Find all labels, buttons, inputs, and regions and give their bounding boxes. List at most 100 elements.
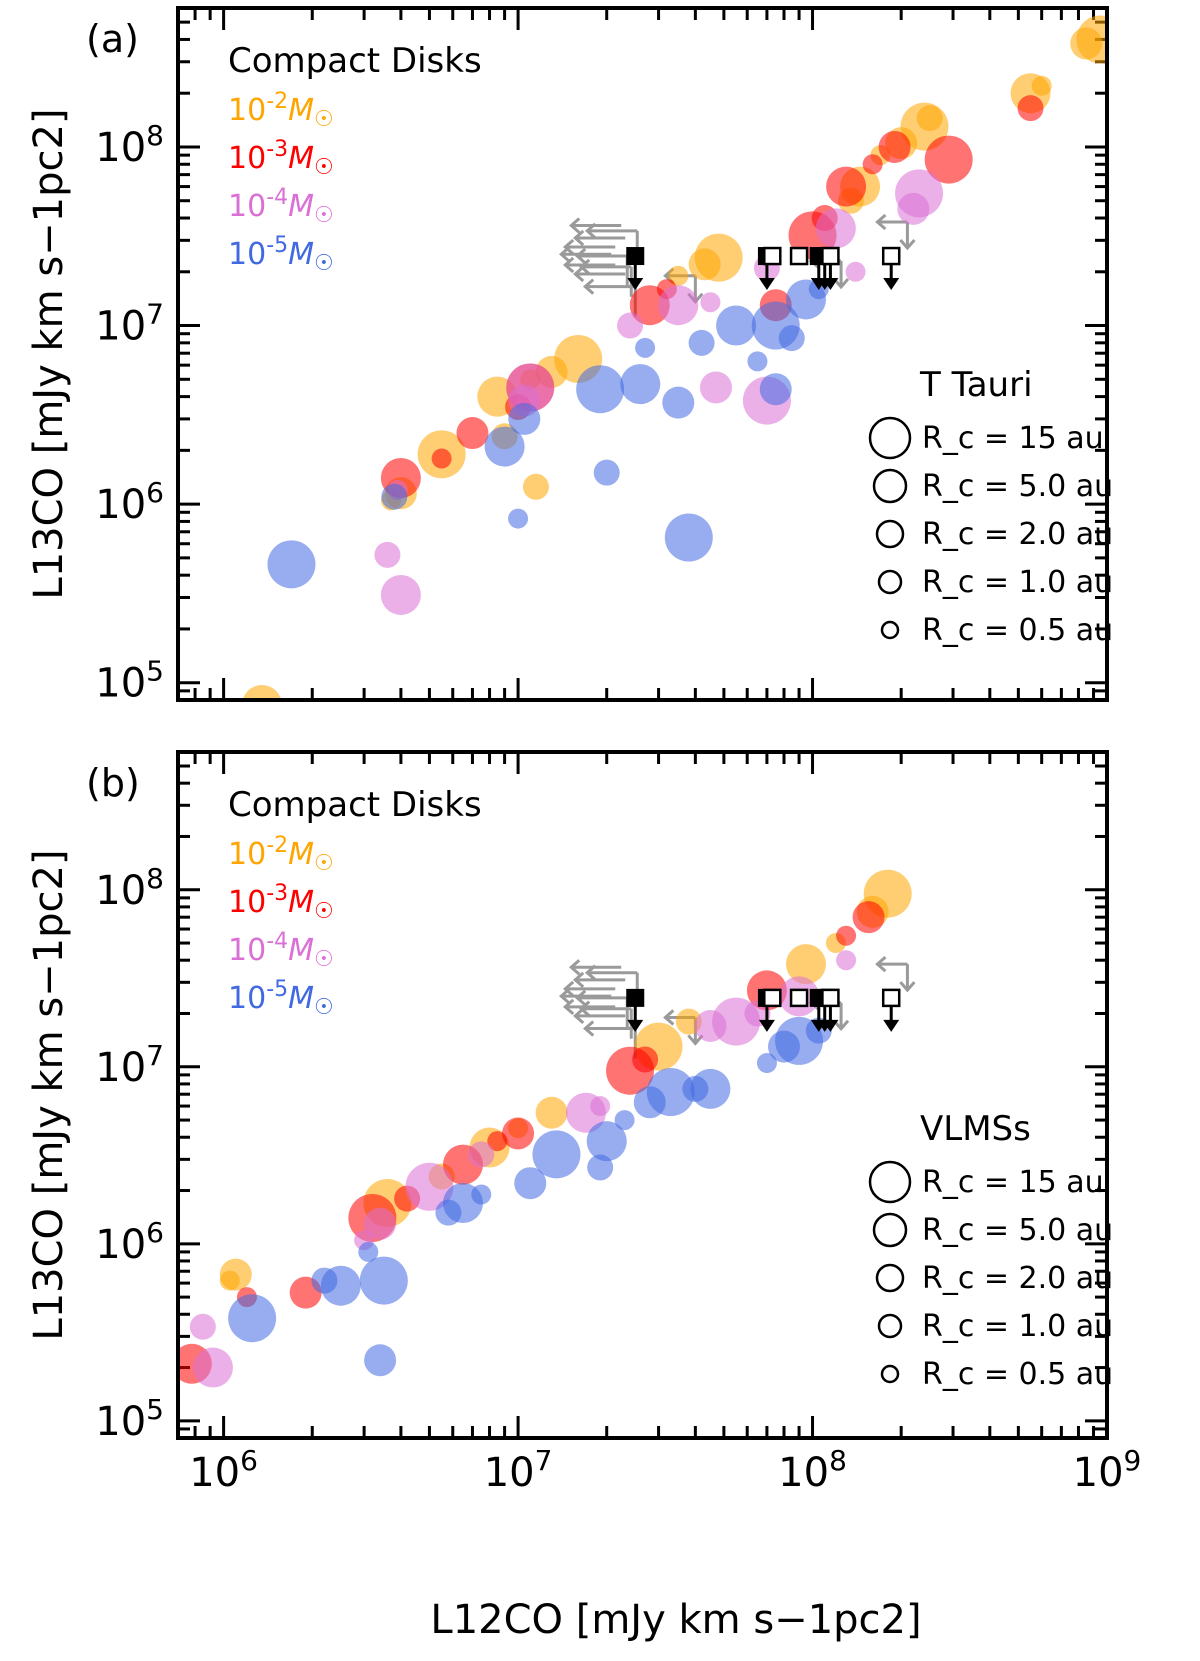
size-legend-label: R_c = 2.0 au	[922, 517, 1113, 552]
data-point	[364, 1344, 397, 1377]
star-type-label: VLMSs	[920, 1109, 1031, 1149]
data-point	[431, 448, 452, 469]
size-legend-marker	[880, 1364, 900, 1384]
data-point	[189, 1313, 216, 1340]
gray-arrow-head	[568, 959, 581, 976]
gray-arrow-head	[562, 256, 575, 274]
data-layer	[242, 15, 1107, 700]
data-point	[484, 426, 525, 467]
limit-square-open	[789, 988, 809, 1008]
y-tick-label: 108	[95, 862, 164, 914]
size-legend-label: R_c = 1.0 au	[922, 565, 1113, 600]
data-point	[320, 1265, 361, 1306]
limit-arrow-head	[627, 1019, 644, 1032]
upper-limits	[626, 988, 901, 1032]
gray-arrow-head	[572, 229, 585, 247]
gray-arrow-head	[582, 1020, 595, 1037]
gray-arrow-head	[832, 277, 850, 290]
gray-arrow-head	[572, 1007, 585, 1025]
data-point	[632, 1046, 659, 1073]
data-point	[826, 166, 867, 207]
data-point	[374, 541, 401, 568]
limit-square-filled	[626, 988, 645, 1007]
legend-title: Compact Disks	[228, 41, 482, 81]
gray-arrow-head	[582, 278, 595, 295]
data-point	[535, 1096, 568, 1129]
data-point	[778, 325, 805, 352]
limit-arrow-head	[883, 278, 900, 291]
limit-arrow-head	[627, 278, 644, 291]
gray-arrow-head	[663, 1009, 675, 1026]
gray-arrow-head	[574, 989, 587, 1007]
size-legend-label: R_c = 0.5 au	[922, 613, 1113, 648]
data-point	[635, 337, 656, 358]
data-point	[228, 1294, 277, 1343]
gray-limit-arrows	[558, 956, 916, 1059]
series-3	[267, 279, 829, 589]
data-point	[456, 417, 489, 450]
size-legend-marker	[872, 468, 908, 504]
y-axis-label: L13CO [mJy km s−1pc2]	[26, 849, 72, 1340]
data-point	[756, 1053, 777, 1074]
data-point	[700, 292, 721, 313]
gray-arrow-head	[562, 980, 575, 998]
y-tick-label: 105	[95, 655, 164, 707]
data-point	[916, 105, 943, 132]
gray-arrow-head	[875, 213, 887, 231]
limit-arrow-head	[883, 1019, 900, 1032]
data-point	[662, 386, 695, 419]
legend-title: Compact Disks	[228, 785, 482, 825]
legend-entry: 10-5M☉	[228, 977, 334, 1020]
data-point	[845, 261, 866, 282]
gray-arrow-head	[574, 247, 587, 265]
x-axis-label: L12CO [mJy km s−1pc2]	[430, 1597, 921, 1643]
gray-arrow-head	[875, 956, 887, 973]
legend-entry: 10-3M☉	[228, 137, 334, 180]
legend-entry: 10-5M☉	[228, 233, 334, 276]
limit-square-open	[763, 246, 782, 266]
limit-arrow-head	[758, 278, 775, 291]
data-layer	[178, 869, 916, 1388]
data-point	[506, 363, 555, 412]
plot-frame	[176, 750, 1109, 1440]
gray-arrow-head	[832, 1019, 850, 1032]
data-point	[747, 351, 768, 372]
x-tick-label: 109	[1073, 1444, 1142, 1496]
data-point	[716, 305, 757, 346]
data-point	[219, 1258, 252, 1291]
data-point	[502, 1117, 535, 1150]
gray-arrow-head	[572, 265, 585, 283]
y-tick-label: 107	[95, 298, 164, 350]
limit-arrow-head	[822, 1019, 839, 1032]
size-legend-label: R_c = 5.0 au	[922, 1213, 1113, 1248]
legend-entry: 10-2M☉	[228, 89, 334, 132]
data-point	[358, 1241, 379, 1262]
series-1	[178, 901, 885, 1384]
legend-entry: 10-3M☉	[228, 881, 334, 924]
limit-arrow-head	[758, 1019, 775, 1032]
data-point	[862, 154, 883, 175]
data-point	[836, 950, 857, 971]
gray-arrow-head	[562, 238, 575, 256]
data-point	[593, 459, 620, 486]
size-legend-marker	[868, 416, 912, 460]
size-legend-label: R_c = 5.0 au	[922, 469, 1113, 504]
data-point	[658, 285, 699, 326]
legend-entry: 10-2M☉	[228, 833, 334, 876]
size-legend-label: R_c = 1.0 au	[922, 1309, 1113, 1344]
data-point	[1076, 15, 1107, 64]
limit-square-open	[821, 246, 840, 266]
star-type-label: T Tauri	[919, 365, 1033, 405]
legend-entry: 10-4M☉	[228, 929, 334, 972]
data-point	[895, 169, 944, 218]
y-axis-label: L13CO [mJy km s−1pc2]	[26, 108, 72, 599]
data-point	[364, 1207, 397, 1240]
data-point	[815, 208, 856, 249]
series-3	[228, 1016, 832, 1377]
gray-arrow-head	[562, 998, 575, 1016]
x-tick-label: 106	[189, 1444, 258, 1496]
data-point	[532, 1130, 581, 1179]
size-legend-label: R_c = 2.0 au	[922, 1261, 1113, 1296]
size-legend-marker	[868, 1160, 912, 1204]
